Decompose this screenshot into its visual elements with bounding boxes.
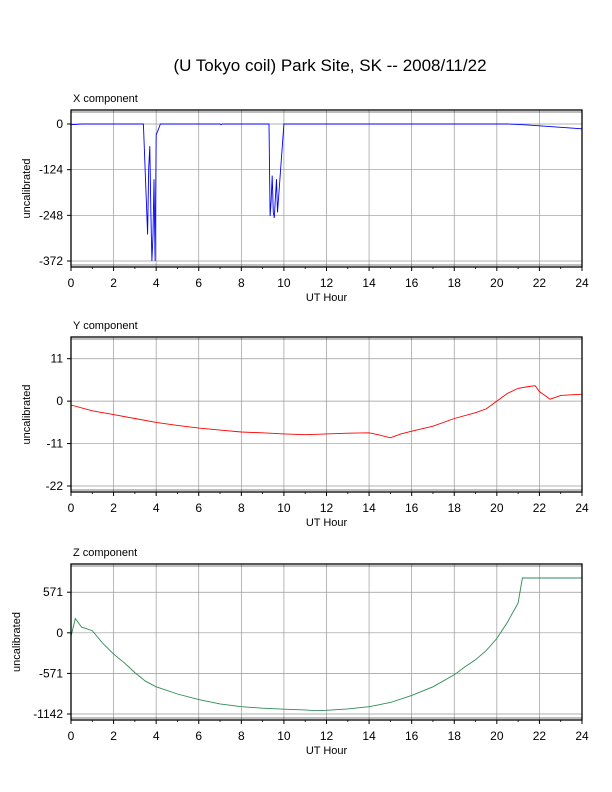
panel-1-xtick-label-8: 16	[405, 276, 419, 290]
panel-3-ytick-label-1: 0	[56, 626, 63, 640]
panel-2-xtick-label-8: 16	[405, 501, 419, 515]
panel-1-xtick-label-0: 0	[68, 276, 75, 290]
panel-3-xtick-label-0: 0	[68, 729, 75, 743]
panel-3-xtick-label-7: 14	[362, 729, 376, 743]
panel-1-xtick-label-5: 10	[277, 276, 291, 290]
panel-2-xtick-label-6: 12	[320, 501, 334, 515]
panel-1-ytick-label-1: -124	[39, 163, 63, 177]
panel-3-ytick-label-3: -1142	[33, 707, 63, 721]
panel-1-xtick-label-10: 20	[490, 276, 504, 290]
panel-1-xtick-label-12: 24	[575, 276, 589, 290]
panel-1-series-line-0	[70, 123, 583, 262]
panel-3-xtick-label-3: 6	[195, 729, 202, 743]
panel-1-xtick-label-9: 18	[448, 276, 462, 290]
panel-2-ytick-label-2: -11	[47, 437, 64, 451]
panel-2-xtick-label-10: 20	[490, 501, 504, 515]
panel-3-series-line-0	[70, 577, 582, 712]
panel-2-ytick-label-3: -22	[46, 479, 64, 493]
panel-2-series-line-0	[70, 385, 583, 439]
panel-3-ytick-label-0: 571	[43, 585, 63, 599]
panel-2-xtick-label-0: 0	[68, 501, 75, 515]
panel-3-xtick-label-11: 22	[533, 729, 547, 743]
panel-2-xtick-label-11: 22	[533, 501, 547, 515]
panel-3-xtick-label-1: 2	[110, 729, 117, 743]
panel-2-ytick-label-1: 0	[56, 394, 63, 408]
panel-3-xtick-label-4: 8	[238, 729, 245, 743]
panel-3-xtick-label-8: 16	[405, 729, 419, 743]
panel-1-xtick-label-2: 4	[153, 276, 160, 290]
panel-1-xtick-label-6: 12	[320, 276, 334, 290]
panel-2-xtick-label-1: 2	[110, 501, 117, 515]
panel-2-xtick-label-4: 8	[238, 501, 245, 515]
panel-3-xtick-label-6: 12	[320, 729, 334, 743]
panel-2-ylabel: uncalibrated	[21, 385, 33, 445]
panel-1-ytick-label-0: 0	[56, 117, 63, 131]
panel-2-ytick-label-0: 11	[51, 352, 64, 366]
panel-2-xtick-label-2: 4	[153, 501, 160, 515]
panel-2-xtick-label-7: 14	[362, 501, 376, 515]
panel-3-title: Z component	[73, 547, 137, 559]
panel-2-xlabel: UT Hour	[306, 517, 348, 529]
panel-3-xtick-label-2: 4	[153, 729, 160, 743]
panel-3-xlabel: UT Hour	[306, 745, 348, 757]
panel-1-ylabel: uncalibrated	[21, 159, 33, 219]
panel-1-xtick-label-11: 22	[533, 276, 547, 290]
panel-2-title: Y component	[73, 320, 138, 332]
panel-1-xtick-label-7: 14	[362, 276, 376, 290]
panel-1-xtick-label-3: 6	[195, 276, 202, 290]
panel-3-ylabel: uncalibrated	[11, 612, 23, 672]
panel-1-xlabel: UT Hour	[306, 292, 348, 304]
panel-1-ytick-label-3: -372	[39, 254, 63, 268]
panel-3-xtick-label-12: 24	[575, 729, 589, 743]
panel-1-title: X component	[73, 93, 138, 105]
panel-1-ytick-label-2: -248	[39, 208, 63, 222]
panel-1-xtick-label-1: 2	[110, 276, 117, 290]
page-title: (U Tokyo coil) Park Site, SK -- 2008/11/…	[173, 56, 487, 75]
panel-3-ytick-label-2: -571	[39, 666, 63, 680]
panel-3-xtick-label-5: 10	[277, 729, 291, 743]
panel-3-xtick-label-9: 18	[448, 729, 462, 743]
panel-1-xtick-label-4: 8	[238, 276, 245, 290]
panel-2-xtick-label-5: 10	[277, 501, 291, 515]
panel-2-xtick-label-12: 24	[575, 501, 589, 515]
panel-3-xtick-label-10: 20	[490, 729, 504, 743]
panel-2-xtick-label-9: 18	[448, 501, 462, 515]
panel-2-xtick-label-3: 6	[195, 501, 202, 515]
